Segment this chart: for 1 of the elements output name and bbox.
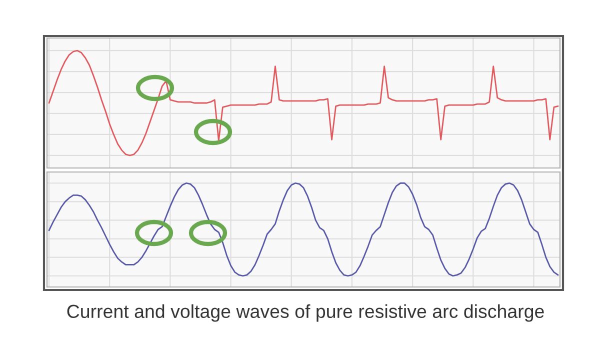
- text: Current and voltage waves of pure resistive arc discharge: [67, 304, 544, 322]
